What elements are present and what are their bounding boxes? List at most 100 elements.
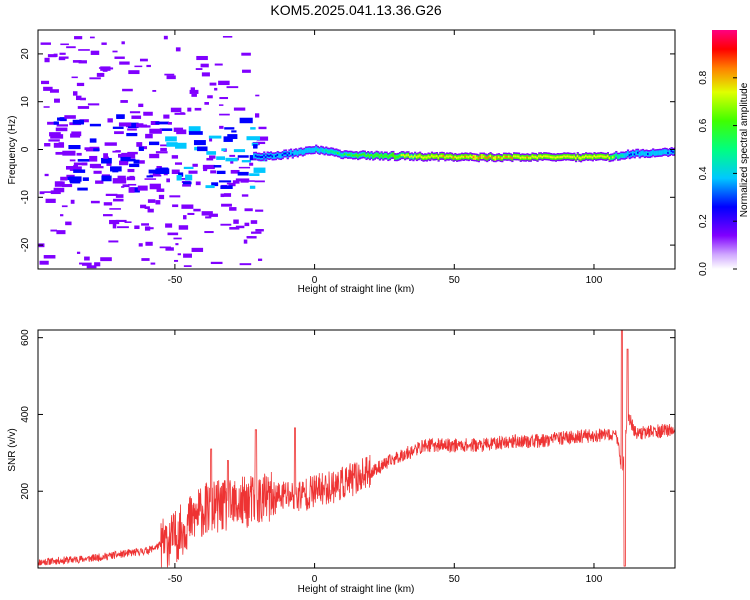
- signal-blob: [175, 142, 187, 149]
- ridge-core: [310, 149, 313, 152]
- ridge-core: [353, 154, 356, 157]
- signal-blob: [112, 178, 127, 184]
- signal-blob: [62, 150, 76, 156]
- signal-blob: [69, 179, 81, 184]
- noise-blob: [183, 265, 192, 267]
- signal-blob: [143, 111, 153, 116]
- noise-blob: [73, 164, 78, 167]
- ridge-core: [623, 154, 626, 157]
- signal-blob: [239, 117, 253, 124]
- signal-blob: [159, 128, 173, 131]
- noise-blob: [98, 67, 110, 69]
- ridge-core: [516, 155, 519, 158]
- ridge-core: [323, 150, 326, 153]
- noise-blob: [220, 223, 232, 226]
- ridge-core: [372, 155, 375, 158]
- ridge-core: [340, 154, 343, 157]
- signal-blob: [82, 177, 89, 181]
- signal-blob: [155, 151, 168, 154]
- ridge-core: [539, 155, 542, 158]
- noise-blob: [232, 180, 240, 184]
- noise-blob: [228, 182, 236, 187]
- noise-blob: [171, 155, 179, 159]
- signal-blob: [115, 150, 121, 153]
- ridge-core: [279, 155, 283, 158]
- ridge-core: [568, 155, 571, 158]
- snr-ytick-label: 400: [20, 406, 31, 423]
- noise-blob: [138, 243, 143, 247]
- ridge-core: [548, 155, 551, 158]
- noise-blob: [249, 162, 254, 166]
- ridge-core: [595, 155, 598, 158]
- colorbar-tick-label: 0.0: [698, 262, 709, 276]
- noise-blob: [177, 253, 181, 256]
- noise-blob: [61, 205, 68, 208]
- snr-ytick-label: 600: [20, 329, 31, 346]
- snr-ticks: -50 0 50 100 200 400 600: [20, 329, 675, 585]
- signal-blob: [253, 144, 258, 149]
- noise-blob: [254, 180, 265, 183]
- ridge-core: [259, 156, 263, 159]
- noise-blob: [126, 176, 136, 181]
- ridge-core: [482, 155, 485, 158]
- noise-blob: [166, 75, 176, 80]
- ridge-core: [290, 151, 293, 154]
- noise-blob: [209, 155, 216, 159]
- noise-blob: [40, 42, 51, 45]
- ridge-core: [477, 157, 480, 160]
- ridge-core: [261, 155, 264, 158]
- noise-blob: [222, 35, 233, 38]
- spectrogram-background: [38, 30, 675, 269]
- noise-blob: [145, 133, 153, 139]
- noise-blob: [56, 124, 68, 127]
- noise-blob: [90, 200, 100, 204]
- noise-blob: [71, 76, 78, 79]
- noise-blob: [78, 49, 90, 51]
- noise-blob: [155, 200, 161, 205]
- noise-blob: [204, 102, 209, 105]
- ridge-core: [578, 156, 581, 159]
- colorbar-tick-label: 0.2: [698, 214, 709, 228]
- noise-blob: [201, 72, 210, 77]
- ridge-core: [336, 152, 340, 155]
- noise-blob: [156, 188, 165, 192]
- ridge-core: [325, 149, 328, 152]
- ridge-core: [576, 155, 579, 158]
- noise-blob: [205, 216, 212, 219]
- ridge-core: [357, 155, 360, 158]
- noise-blob: [41, 80, 50, 85]
- ridge-core: [519, 156, 522, 159]
- ridge-core: [425, 156, 428, 159]
- noise-blob: [82, 262, 92, 266]
- ridge-core: [403, 155, 407, 158]
- ridge-core: [499, 156, 502, 159]
- noise-blob: [100, 257, 112, 262]
- ridge-core: [611, 156, 615, 159]
- ridge-core: [276, 153, 279, 156]
- noise-blob: [146, 64, 151, 68]
- ridge-core: [564, 155, 568, 158]
- spectrogram-xlabel: Height of straight line (km): [298, 284, 415, 295]
- ridge-core: [512, 155, 516, 158]
- noise-blob: [256, 136, 269, 141]
- ridge-core: [598, 155, 601, 158]
- noise-blob: [70, 199, 75, 204]
- noise-blob: [152, 172, 161, 176]
- noise-blob: [177, 177, 188, 180]
- ridge-core: [380, 154, 383, 157]
- ridge-core: [454, 155, 457, 158]
- signal-blob: [85, 147, 99, 152]
- signal-blob: [146, 175, 154, 178]
- signal-blob: [194, 146, 200, 151]
- noise-blob: [245, 180, 255, 182]
- ridge-core: [657, 151, 660, 154]
- signal-blob: [120, 156, 131, 162]
- ridge-core: [653, 152, 656, 155]
- ridge-core: [491, 156, 494, 159]
- ridge-core: [281, 154, 284, 157]
- ridge-core: [367, 154, 370, 157]
- colorbar-tick-label: 0.4: [698, 166, 709, 180]
- ridge-core: [365, 155, 368, 158]
- ridge-core: [355, 154, 358, 157]
- ridge-core: [650, 152, 653, 155]
